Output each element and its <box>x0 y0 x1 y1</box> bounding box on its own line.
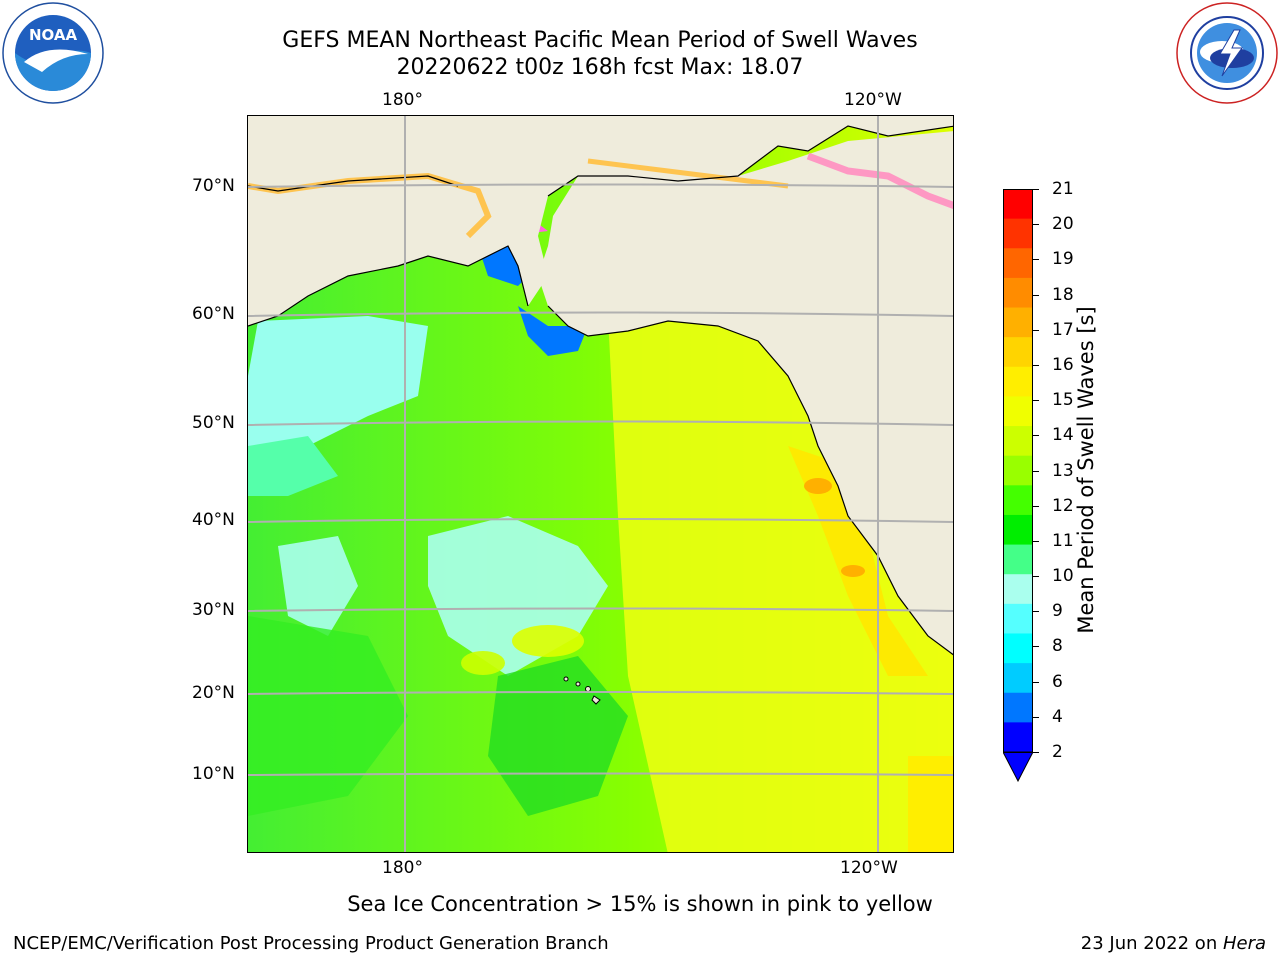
colorbar-tick-mark <box>1033 224 1039 226</box>
footer-branch: NCEP/EMC/Verification Post Processing Pr… <box>13 933 609 954</box>
map-plot <box>247 115 954 853</box>
colorbar-band <box>1003 366 1033 398</box>
colorbar-tick-mark <box>1033 189 1039 190</box>
lat-label-50n: 50°N <box>192 413 235 433</box>
sea-ice-note: Sea Ice Concentration > 15% is shown in … <box>347 892 933 916</box>
colorbar-tick-label: 18 <box>1052 284 1074 305</box>
colorbar-tick-label: 13 <box>1052 460 1074 481</box>
colorbar-band <box>1003 396 1033 427</box>
colorbar-tick-label: 20 <box>1052 214 1074 235</box>
colorbar-tick-mark <box>1033 505 1039 507</box>
lon-label-top-180: 180° <box>382 90 423 110</box>
lat-label-20n: 20°N <box>192 683 235 703</box>
lon-label-top-120w: 120°W <box>844 90 902 110</box>
colorbar-band <box>1003 248 1033 279</box>
lon-label-bottom-180: 180° <box>382 858 423 878</box>
colorbar-tick-mark <box>1033 470 1039 472</box>
colorbar-band <box>1003 722 1033 753</box>
colorbar-tick-mark <box>1033 364 1039 366</box>
colorbar-band <box>1003 189 1033 220</box>
colorbar-tick-label: 11 <box>1052 530 1074 551</box>
colorbar-tick-label: 15 <box>1052 390 1074 411</box>
lat-label-30n: 30°N <box>192 600 235 620</box>
colorbar-band <box>1003 633 1033 664</box>
colorbar-tick-mark <box>1033 294 1039 296</box>
map-gridlines <box>248 116 953 852</box>
colorbar-tick-mark <box>1033 540 1039 542</box>
colorbar-band <box>1003 692 1033 723</box>
colorbar-extend-arrow <box>1002 751 1034 783</box>
colorbar-band <box>1003 544 1033 575</box>
colorbar-band <box>1003 455 1033 486</box>
colorbar <box>1002 189 1034 783</box>
colorbar-tick-mark <box>1033 576 1039 578</box>
footer-date-text: 23 Jun 2022 on <box>1080 933 1223 954</box>
colorbar-tick-mark <box>1033 681 1039 683</box>
colorbar-tick-label: 14 <box>1052 425 1074 446</box>
lat-label-40n: 40°N <box>192 510 235 530</box>
colorbar-band <box>1003 337 1033 368</box>
colorbar-label: Mean Period of Swell Waves [s] <box>1074 306 1098 634</box>
colorbar-band <box>1003 307 1033 338</box>
colorbar-tick-label: 6 <box>1052 671 1063 692</box>
colorbar-band <box>1003 603 1033 635</box>
colorbar-tick-label: 9 <box>1052 601 1063 622</box>
lat-label-70n: 70°N <box>192 176 235 196</box>
colorbar-tick-label: 4 <box>1052 706 1063 727</box>
colorbar-tick-label: 12 <box>1052 495 1074 516</box>
colorbar-tick-mark <box>1033 611 1039 613</box>
map-title: GEFS MEAN Northeast Pacific Mean Period … <box>282 28 918 53</box>
footer-date: 23 Jun 2022 on Hera <box>1081 933 1266 955</box>
colorbar-tick-mark <box>1033 646 1039 648</box>
map-subtitle: 20220622 t00z 168h fcst Max: 18.07 <box>396 55 804 80</box>
noaa-logo: NOAA <box>2 2 104 104</box>
colorbar-tick-mark <box>1033 259 1039 261</box>
svg-text:NOAA: NOAA <box>29 26 78 44</box>
lat-label-10n: 10°N <box>192 764 235 784</box>
colorbar-tick-mark <box>1033 435 1039 437</box>
colorbar-band <box>1003 663 1033 694</box>
colorbar-tick-label: 21 <box>1052 179 1074 199</box>
colorbar-band <box>1003 574 1033 605</box>
colorbar-tick-label: 17 <box>1052 319 1074 340</box>
colorbar-tick-label: 16 <box>1052 354 1074 375</box>
colorbar-tick-mark <box>1033 400 1039 402</box>
lat-label-60n: 60°N <box>192 304 235 324</box>
colorbar-band <box>1003 514 1033 546</box>
colorbar-tick-label: 19 <box>1052 249 1074 270</box>
nws-logo <box>1176 2 1278 104</box>
colorbar-band <box>1003 218 1033 249</box>
colorbar-band <box>1003 426 1033 457</box>
colorbar-tick-mark <box>1033 752 1039 753</box>
colorbar-band <box>1003 485 1033 516</box>
colorbar-tick-label: 8 <box>1052 636 1063 657</box>
colorbar-tick-label: 10 <box>1052 566 1074 587</box>
footer-machine: Hera <box>1222 933 1266 954</box>
colorbar-tick-mark <box>1033 329 1039 331</box>
lon-label-bottom-120w: 120°W <box>840 858 898 878</box>
colorbar-band <box>1003 277 1033 309</box>
colorbar-tick-label: 2 <box>1052 742 1063 762</box>
colorbar-tick-mark <box>1033 716 1039 718</box>
